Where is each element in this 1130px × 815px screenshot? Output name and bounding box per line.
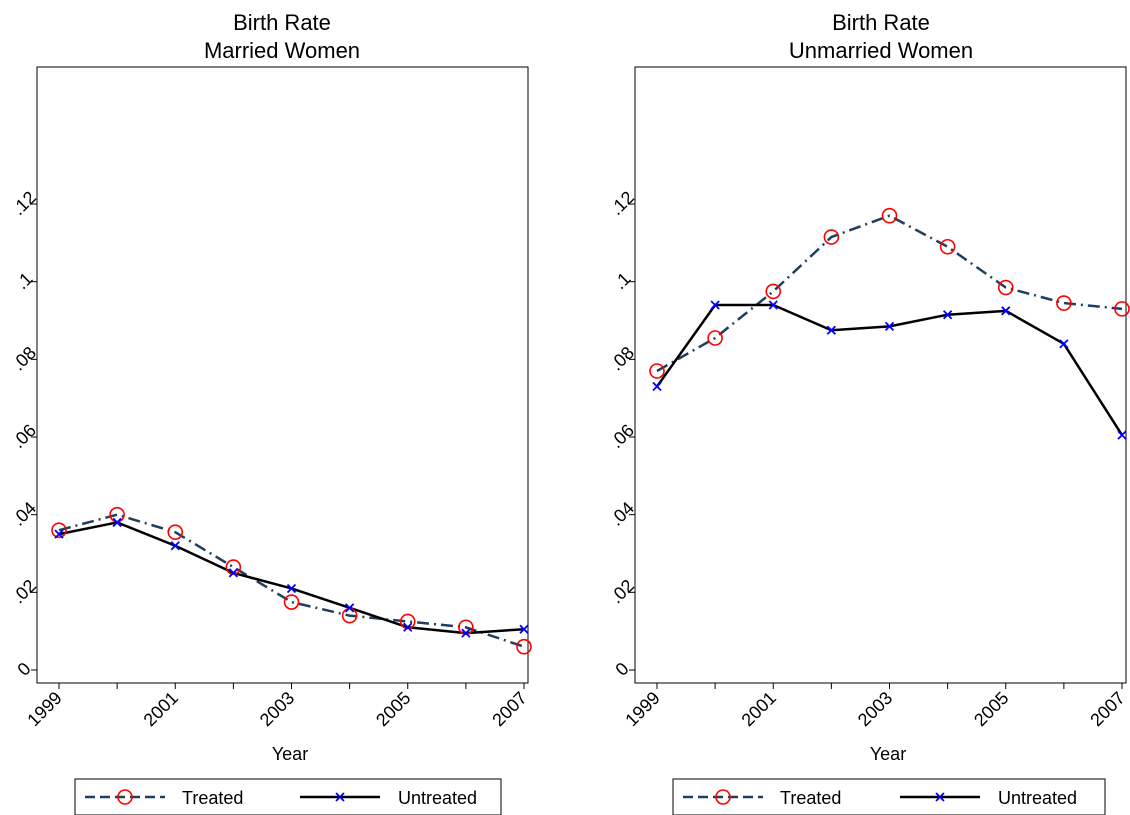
data-point-treated [516,638,532,655]
data-point-untreated [228,568,239,578]
data-point-untreated [344,603,355,613]
data-point-treated [51,522,67,539]
data-point-untreated [286,583,297,594]
y-tick-label: .02 [8,576,40,608]
data-point-treated [1056,295,1072,311]
y-axis: 0 .02 .04 .06 .08 .1 .12 [8,187,40,679]
data-point-untreated [403,622,413,632]
y-tick-label: .08 [606,343,638,375]
data-point-untreated [942,310,953,320]
data-point-untreated [461,628,471,638]
series-line-treated [656,214,1123,373]
y-tick-label: .12 [606,187,638,219]
plot-region [634,66,1127,684]
x-axis-label: Year [870,744,906,764]
data-point-treated [649,363,665,379]
x-tick-label: 2005 [372,688,414,730]
data-point-treated [939,238,956,255]
data-point-untreated [826,325,837,335]
data-point-untreated [519,624,529,634]
x-axis-label: Year [272,744,308,764]
series-line-treated [58,513,525,648]
legend-label-untreated: Untreated [398,788,477,808]
chart-title: Birth Rate [233,10,331,35]
x-tick-label: 2007 [488,688,530,730]
data-point-treated [167,524,184,540]
data-point-treated [1114,301,1130,317]
x-tick-label: 1999 [621,688,663,730]
chart-title: Birth Rate [832,10,930,35]
y-tick-label: .04 [606,498,638,530]
legend-marker-untreated [935,792,945,802]
plot-region [36,66,529,684]
data-point-treated [823,229,840,245]
y-tick-label: 0 [14,659,35,680]
y-tick-label: 0 [612,659,633,680]
legend: Treated Untreated [74,778,502,815]
y-tick-label: .1 [610,268,635,293]
x-tick-label: 2003 [854,688,896,730]
data-point-untreated [54,529,64,539]
y-axis: 0 .02 .04 .06 .08 .1 .12 [606,187,638,679]
data-point-untreated [1059,339,1069,349]
series-lines [58,513,525,648]
data-point-untreated [1001,306,1011,316]
data-point-untreated [884,321,895,331]
legend-marker-treated [715,789,731,805]
y-tick-label: .1 [12,268,37,293]
chart-unmarried-women: Birth Rate Unmarried Women 0 .02 .04 .06 .08… [606,10,1130,815]
data-point-untreated [710,300,720,310]
data-point-untreated [170,541,180,551]
legend-label-treated: Treated [780,788,841,808]
data-point-treated [997,279,1014,296]
legend-label-treated: Treated [182,788,243,808]
data-point-treated [283,594,300,610]
series-line-untreated [58,521,525,635]
x-axis: 1999 2001 2003 2005 2007 [23,683,531,730]
y-tick-label: .06 [8,420,40,452]
chart-married-women: Birth Rate Married Women 0 .02 .04 .06 .08 .1… [8,10,532,815]
data-point-untreated [1117,430,1127,440]
x-tick-label: 2007 [1086,688,1128,730]
y-tick-label: .06 [606,420,638,452]
legend-marker-untreated [335,792,345,802]
y-tick-label: .04 [8,498,40,530]
series-markers [51,506,532,655]
chart-subtitle: Married Women [204,38,360,63]
x-axis: 1999 2001 2003 2005 2007 [621,683,1129,730]
x-tick-label: 2005 [970,688,1012,730]
series-markers [649,207,1130,440]
data-point-untreated [112,517,122,528]
x-tick-label: 2001 [140,688,182,730]
data-point-treated [881,207,898,224]
data-point-untreated [768,300,778,310]
y-tick-label: .08 [8,343,40,375]
legend-label-untreated: Untreated [998,788,1077,808]
x-tick-label: 2001 [738,688,780,730]
x-tick-label: 1999 [23,688,65,730]
chart-subtitle: Unmarried Women [789,38,973,63]
series-line-untreated [655,303,1124,436]
data-point-treated [707,330,723,346]
data-point-treated [109,506,125,523]
data-point-untreated [652,381,662,392]
data-point-treated [765,283,782,300]
x-tick-label: 2003 [256,688,298,730]
legend: Treated Untreated [672,778,1106,815]
y-tick-label: .02 [606,576,638,608]
legend-marker-treated [117,789,133,805]
y-tick-label: .12 [8,187,40,219]
